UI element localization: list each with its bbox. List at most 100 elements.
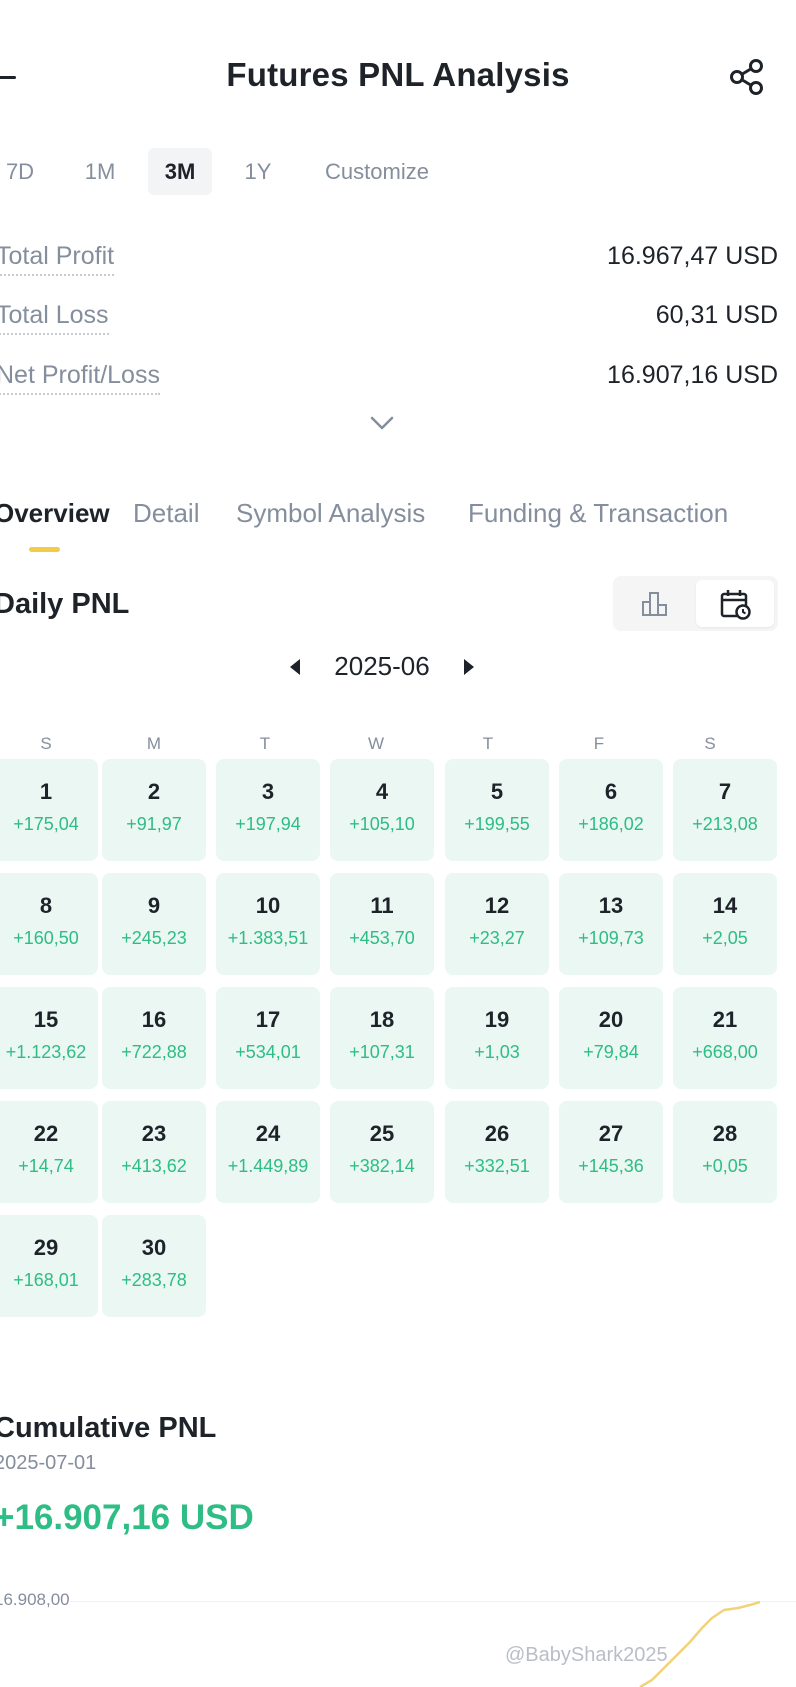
calendar-day[interactable]: 7 +213,08	[673, 759, 777, 861]
calendar-day[interactable]: 22 +14,74	[0, 1101, 98, 1203]
net-pnl-label[interactable]: Net Profit/Loss	[0, 361, 160, 395]
day-number: 14	[712, 893, 738, 918]
day-pnl: +668,00	[692, 1042, 758, 1062]
calendar-day[interactable]: 15 +1.123,62	[0, 987, 98, 1089]
cumulative-pnl-title: Cumulative PNL	[0, 1412, 217, 1444]
day-pnl: +382,14	[349, 1156, 415, 1176]
calendar-day[interactable]: 3 +197,94	[216, 759, 320, 861]
chart-axis-label: 16.908,00	[0, 1590, 70, 1609]
calendar-day[interactable]: 9 +245,23	[102, 873, 206, 975]
day-pnl: +0,05	[702, 1156, 748, 1176]
chart-gridline	[70, 1601, 796, 1602]
prev-month-button[interactable]	[290, 659, 300, 675]
total-profit-label[interactable]: Total Profit	[0, 242, 115, 276]
calendar-day[interactable]: 11 +453,70	[330, 873, 434, 975]
day-pnl: +175,04	[13, 814, 79, 834]
calendar-day[interactable]: 8 +160,50	[0, 873, 98, 975]
calendar-day[interactable]: 4 +105,10	[330, 759, 434, 861]
range-tab-3m[interactable]: 3M	[148, 148, 212, 195]
weekday-tue: T	[259, 734, 271, 753]
day-pnl: +197,94	[235, 814, 301, 834]
calendar-day[interactable]: 28 +0,05	[673, 1101, 777, 1203]
day-pnl: +213,08	[692, 814, 758, 834]
day-pnl: +2,05	[702, 928, 748, 948]
calendar-day[interactable]: 29 +168,01	[0, 1215, 98, 1317]
day-number: 8	[39, 893, 53, 918]
day-pnl: +283,78	[121, 1270, 187, 1290]
day-number: 20	[598, 1007, 624, 1032]
day-pnl: +245,23	[121, 928, 187, 948]
page-title: Futures PNL Analysis	[226, 56, 570, 93]
share-icon[interactable]	[728, 58, 766, 96]
calendar-day[interactable]: 24 +1.449,89	[216, 1101, 320, 1203]
weekday-mon: M	[146, 734, 162, 753]
calendar-day[interactable]: 17 +534,01	[216, 987, 320, 1089]
tab-detail[interactable]: Detail	[133, 498, 200, 528]
day-number: 25	[369, 1121, 395, 1146]
day-number: 3	[261, 779, 275, 804]
day-number: 9	[147, 893, 161, 918]
tab-funding-transaction[interactable]: Funding & Transaction	[468, 498, 729, 528]
calendar-day[interactable]: 10 +1.383,51	[216, 873, 320, 975]
view-toggle	[613, 576, 778, 631]
calendar-day[interactable]: 6 +186,02	[559, 759, 663, 861]
day-number: 4	[375, 779, 389, 804]
bar-chart-icon	[641, 591, 667, 616]
calendar-view-button[interactable]	[696, 580, 774, 627]
range-tab-customize[interactable]: Customize	[325, 159, 429, 184]
weekday-sun: S	[40, 734, 52, 753]
day-number: 22	[33, 1121, 59, 1146]
calendar-day[interactable]: 19 +1,03	[445, 987, 549, 1089]
day-number: 18	[369, 1007, 395, 1032]
range-tab-7d[interactable]: 7D	[5, 159, 35, 184]
day-number: 13	[598, 893, 624, 918]
calendar-day[interactable]: 20 +79,84	[559, 987, 663, 1089]
calendar-day[interactable]: 13 +109,73	[559, 873, 663, 975]
tab-symbol-analysis[interactable]: Symbol Analysis	[236, 498, 426, 528]
day-pnl: +168,01	[13, 1270, 79, 1290]
calendar-day[interactable]: 26 +332,51	[445, 1101, 549, 1203]
weekday-fri: F	[593, 734, 605, 753]
day-pnl: +1.123,62	[5, 1042, 87, 1062]
day-pnl: +534,01	[235, 1042, 301, 1062]
day-number: 19	[484, 1007, 510, 1032]
day-number: 2	[147, 779, 161, 804]
total-loss-label[interactable]: Total Loss	[0, 301, 109, 335]
weekday-sat: S	[704, 734, 716, 753]
calendar-day[interactable]: 25 +382,14	[330, 1101, 434, 1203]
day-pnl: +105,10	[349, 814, 415, 834]
bar-view-button[interactable]	[617, 580, 692, 627]
day-number: 11	[370, 893, 394, 918]
calendar-day[interactable]: 18 +107,31	[330, 987, 434, 1089]
day-number: 30	[141, 1235, 167, 1260]
weekday-wed: W	[367, 734, 385, 753]
calendar-day[interactable]: 14 +2,05	[673, 873, 777, 975]
calendar-day[interactable]: 23 +413,62	[102, 1101, 206, 1203]
calendar-day[interactable]: 1 +175,04	[0, 759, 98, 861]
day-pnl: +413,62	[121, 1156, 187, 1176]
next-month-button[interactable]	[464, 659, 474, 675]
day-number: 27	[598, 1121, 624, 1146]
day-number: 16	[141, 1007, 167, 1032]
range-tab-1y[interactable]: 1Y	[244, 159, 272, 184]
calendar-day[interactable]: 30 +283,78	[102, 1215, 206, 1317]
calendar-day[interactable]: 2 +91,97	[102, 759, 206, 861]
active-tab-indicator	[29, 547, 60, 552]
day-pnl: +160,50	[13, 928, 79, 948]
calendar-day[interactable]: 21 +668,00	[673, 987, 777, 1089]
day-pnl: +23,27	[469, 928, 525, 948]
calendar-day[interactable]: 16 +722,88	[102, 987, 206, 1089]
range-tab-1m[interactable]: 1M	[84, 159, 116, 184]
day-pnl: +332,51	[464, 1156, 530, 1176]
calendar-day[interactable]: 5 +199,55	[445, 759, 549, 861]
back-arrow-icon[interactable]	[0, 76, 16, 79]
calendar-day[interactable]: 12 +23,27	[445, 873, 549, 975]
chevron-down-icon[interactable]	[370, 414, 394, 432]
day-number: 10	[255, 893, 281, 918]
calendar-day[interactable]: 27 +145,36	[559, 1101, 663, 1203]
total-loss-value: 60,31 USD	[655, 301, 778, 329]
day-number: 6	[604, 779, 618, 804]
calendar-icon	[720, 589, 751, 620]
tab-overview[interactable]: Overview	[0, 498, 110, 528]
day-pnl: +1.449,89	[227, 1156, 309, 1176]
